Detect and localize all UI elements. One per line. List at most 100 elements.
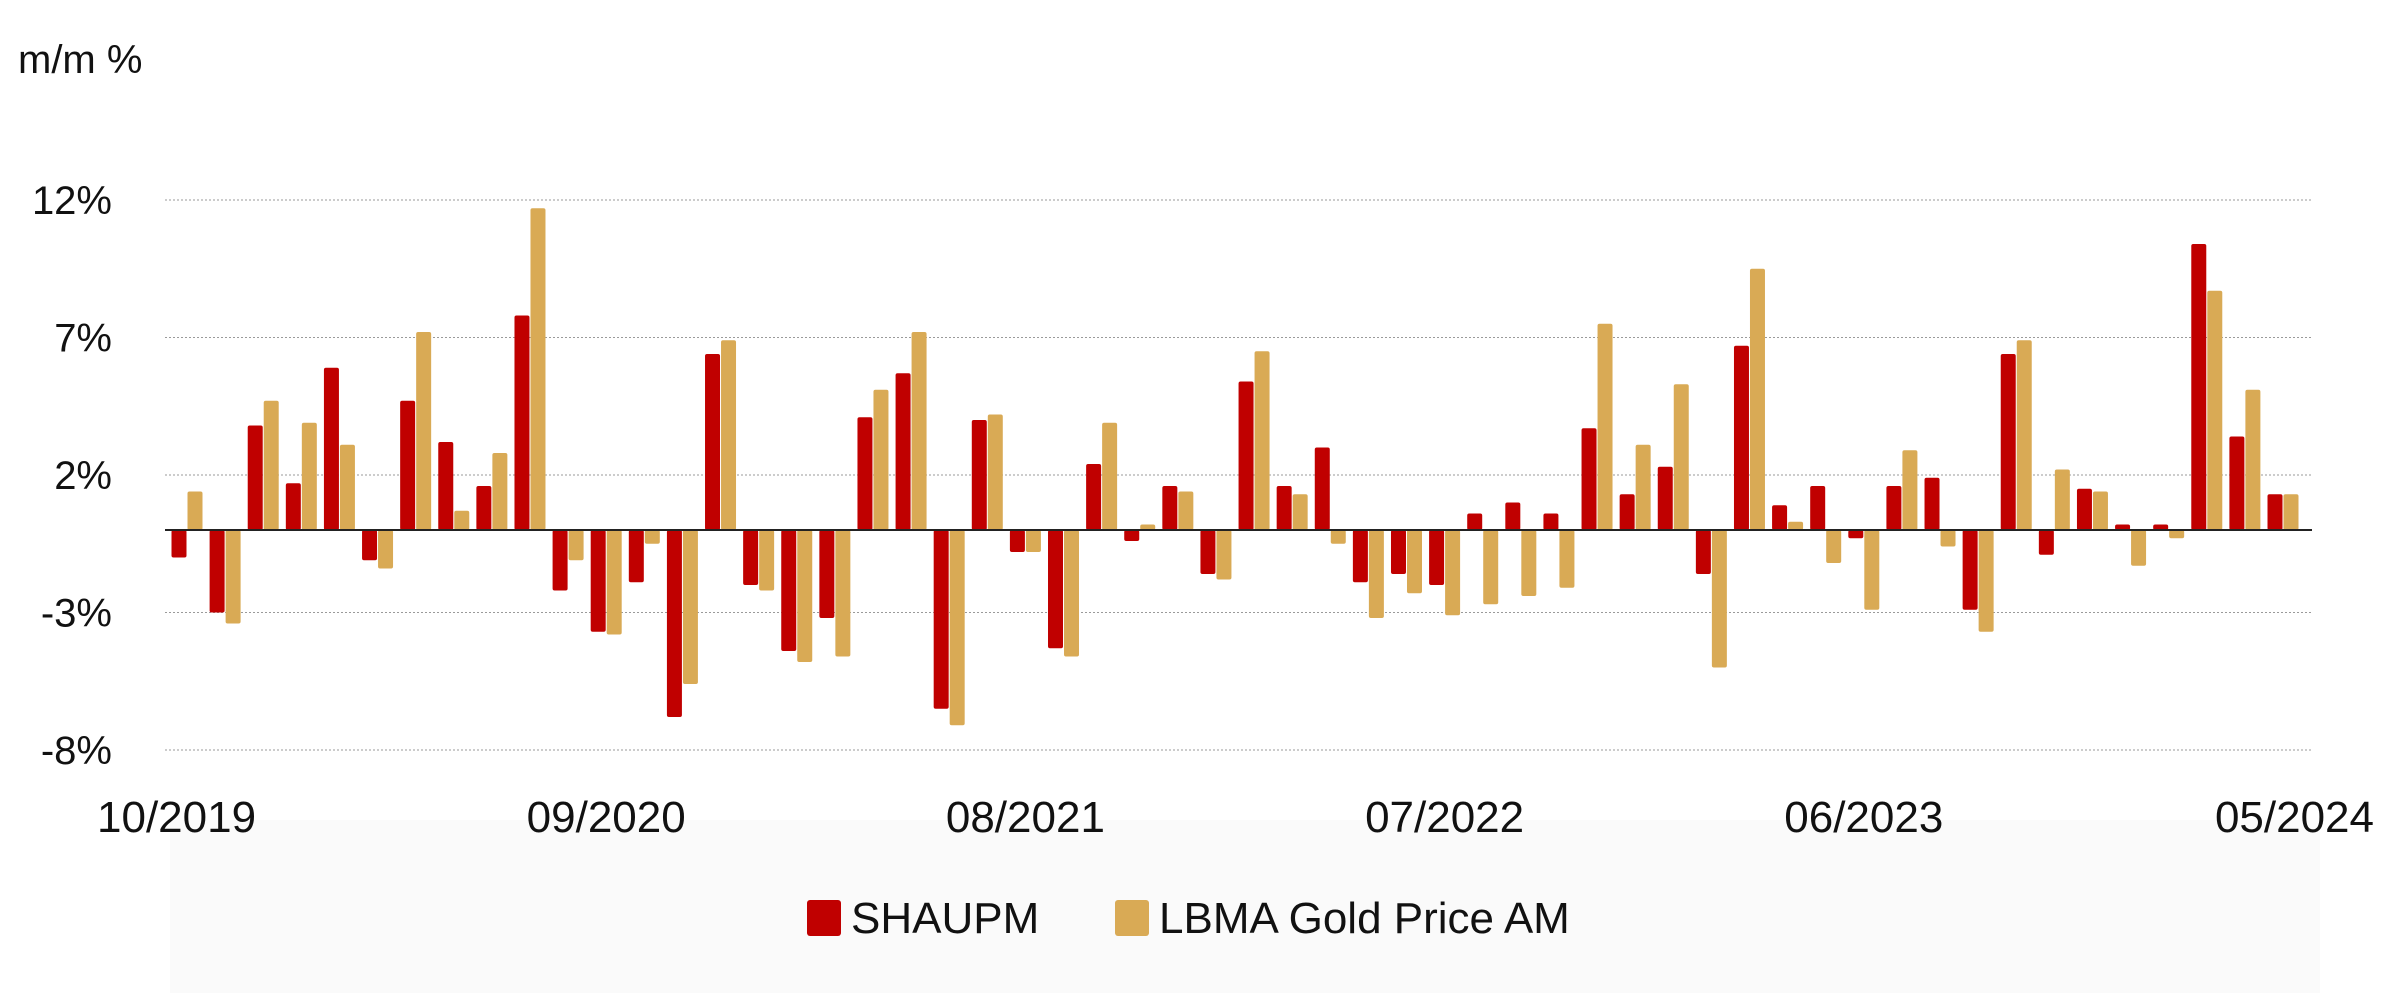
bar-lbma-gold (1864, 530, 1880, 610)
bar-shaupm (1390, 530, 1406, 574)
bar-shaupm (1733, 345, 1749, 530)
bar-lbma-gold (530, 208, 546, 530)
bar-shaupm (743, 530, 759, 585)
x-axis-ticks: 10/2019 09/2020 08/2021 07/2022 06/2023 05/20… (97, 793, 2374, 842)
bar-lbma-gold (606, 530, 622, 635)
bar-lbma-gold (1483, 530, 1499, 605)
bar-lbma-gold (873, 389, 889, 530)
bar-shaupm (1048, 530, 1064, 649)
y-tick-label: 12% (32, 179, 112, 223)
bar-lbma-gold (797, 530, 813, 662)
legend-swatch (1115, 900, 1149, 936)
bar-shaupm (2229, 436, 2245, 530)
bar-shaupm (1009, 530, 1025, 552)
bar-lbma-gold (301, 422, 317, 530)
bar-shaupm (1581, 428, 1597, 530)
bar-lbma-gold (682, 530, 698, 684)
bar-lbma-gold (2283, 494, 2299, 530)
bar-shaupm (628, 530, 644, 583)
bar-shaupm (1429, 530, 1445, 585)
x-tick-label: 06/2023 (1784, 793, 1943, 842)
legend-label: SHAUPM (851, 894, 1039, 943)
bar-lbma-gold (1368, 530, 1384, 618)
x-tick-label: 09/2020 (527, 793, 686, 842)
bar-lbma-gold (454, 510, 470, 530)
bar-shaupm (705, 354, 721, 530)
bar-shaupm (1505, 502, 1521, 530)
x-tick-label: 08/2021 (946, 793, 1105, 842)
bar-lbma-gold (759, 530, 775, 591)
bar-shaupm (1924, 477, 1940, 530)
bar-lbma-gold (1559, 530, 1575, 588)
bar-lbma-gold (1025, 530, 1041, 552)
bar-shaupm (971, 420, 987, 530)
bar-shaupm (2000, 354, 2016, 530)
bar-lbma-gold (492, 453, 508, 530)
bar-lbma-gold (1826, 530, 1842, 563)
bar-shaupm (857, 417, 873, 530)
bar-lbma-gold (1673, 384, 1689, 530)
bar-shaupm (1124, 530, 1140, 541)
bar-shaupm (2153, 524, 2169, 530)
bar-lbma-gold (1749, 268, 1765, 530)
bar-lbma-gold (911, 332, 927, 530)
x-tick-label: 05/2024 (2215, 793, 2374, 842)
bar-lbma-gold (2245, 389, 2261, 530)
bar-shaupm (1657, 466, 1673, 530)
bar-lbma-gold (1597, 323, 1613, 530)
bar-lbma-gold (1445, 530, 1461, 616)
bar-shaupm (1276, 486, 1292, 530)
bar-lbma-gold (1064, 530, 1080, 657)
bar-lbma-gold (1292, 494, 1308, 530)
bar-shaupm (781, 530, 797, 651)
legend-background (170, 820, 2320, 993)
bar-lbma-gold (1330, 530, 1346, 544)
bar-shaupm (2076, 488, 2092, 530)
bar-shaupm (2191, 244, 2207, 530)
bar-lbma-gold (1102, 422, 1118, 530)
bar-lbma-gold (1635, 444, 1651, 530)
bar-shaupm (666, 530, 682, 717)
bar-shaupm (819, 530, 835, 618)
bar-lbma-gold (1521, 530, 1537, 596)
bar-shaupm (1848, 530, 1864, 539)
bar-shaupm (1695, 530, 1711, 574)
bar-shaupm (1200, 530, 1216, 574)
bar-lbma-gold (2054, 469, 2070, 530)
bar-shaupm (1467, 513, 1483, 530)
bar-shaupm (362, 530, 378, 561)
bar-lbma-gold (225, 530, 241, 624)
bar-shaupm (1086, 464, 1102, 530)
bar-lbma-gold (644, 530, 660, 544)
legend: SHAUPM LBMA Gold Price AM (807, 894, 1570, 943)
bar-lbma-gold (263, 400, 279, 530)
bar-lbma-gold (987, 414, 1003, 530)
bar-shaupm (1238, 381, 1254, 530)
bar-lbma-gold (416, 332, 432, 530)
bar-shaupm (2267, 494, 2283, 530)
bar-lbma-gold (2016, 340, 2032, 530)
bar-shaupm (1619, 494, 1635, 530)
legend-label: LBMA Gold Price AM (1159, 894, 1570, 943)
bar-lbma-gold (1788, 521, 1804, 530)
bar-lbma-gold (1140, 524, 1156, 530)
bar-shaupm (1886, 486, 1902, 530)
bar-lbma-gold (1978, 530, 1994, 632)
bar-lbma-gold (1711, 530, 1727, 668)
legend-swatch (807, 900, 841, 936)
bar-shaupm (590, 530, 606, 632)
bar-shaupm (476, 486, 492, 530)
bar-shaupm (209, 530, 225, 613)
bar-lbma-gold (2092, 491, 2108, 530)
bar-lbma-gold (835, 530, 851, 657)
bar-shaupm (933, 530, 949, 709)
bar-lbma-gold (1406, 530, 1422, 594)
bar-lbma-gold (1216, 530, 1232, 580)
x-tick-label: 10/2019 (97, 793, 256, 842)
bar-shaupm (247, 425, 263, 530)
y-axis-title: m/m % (18, 38, 142, 82)
bar-shaupm (1962, 530, 1978, 610)
bar-lbma-gold (187, 491, 203, 530)
bars (171, 208, 2299, 726)
